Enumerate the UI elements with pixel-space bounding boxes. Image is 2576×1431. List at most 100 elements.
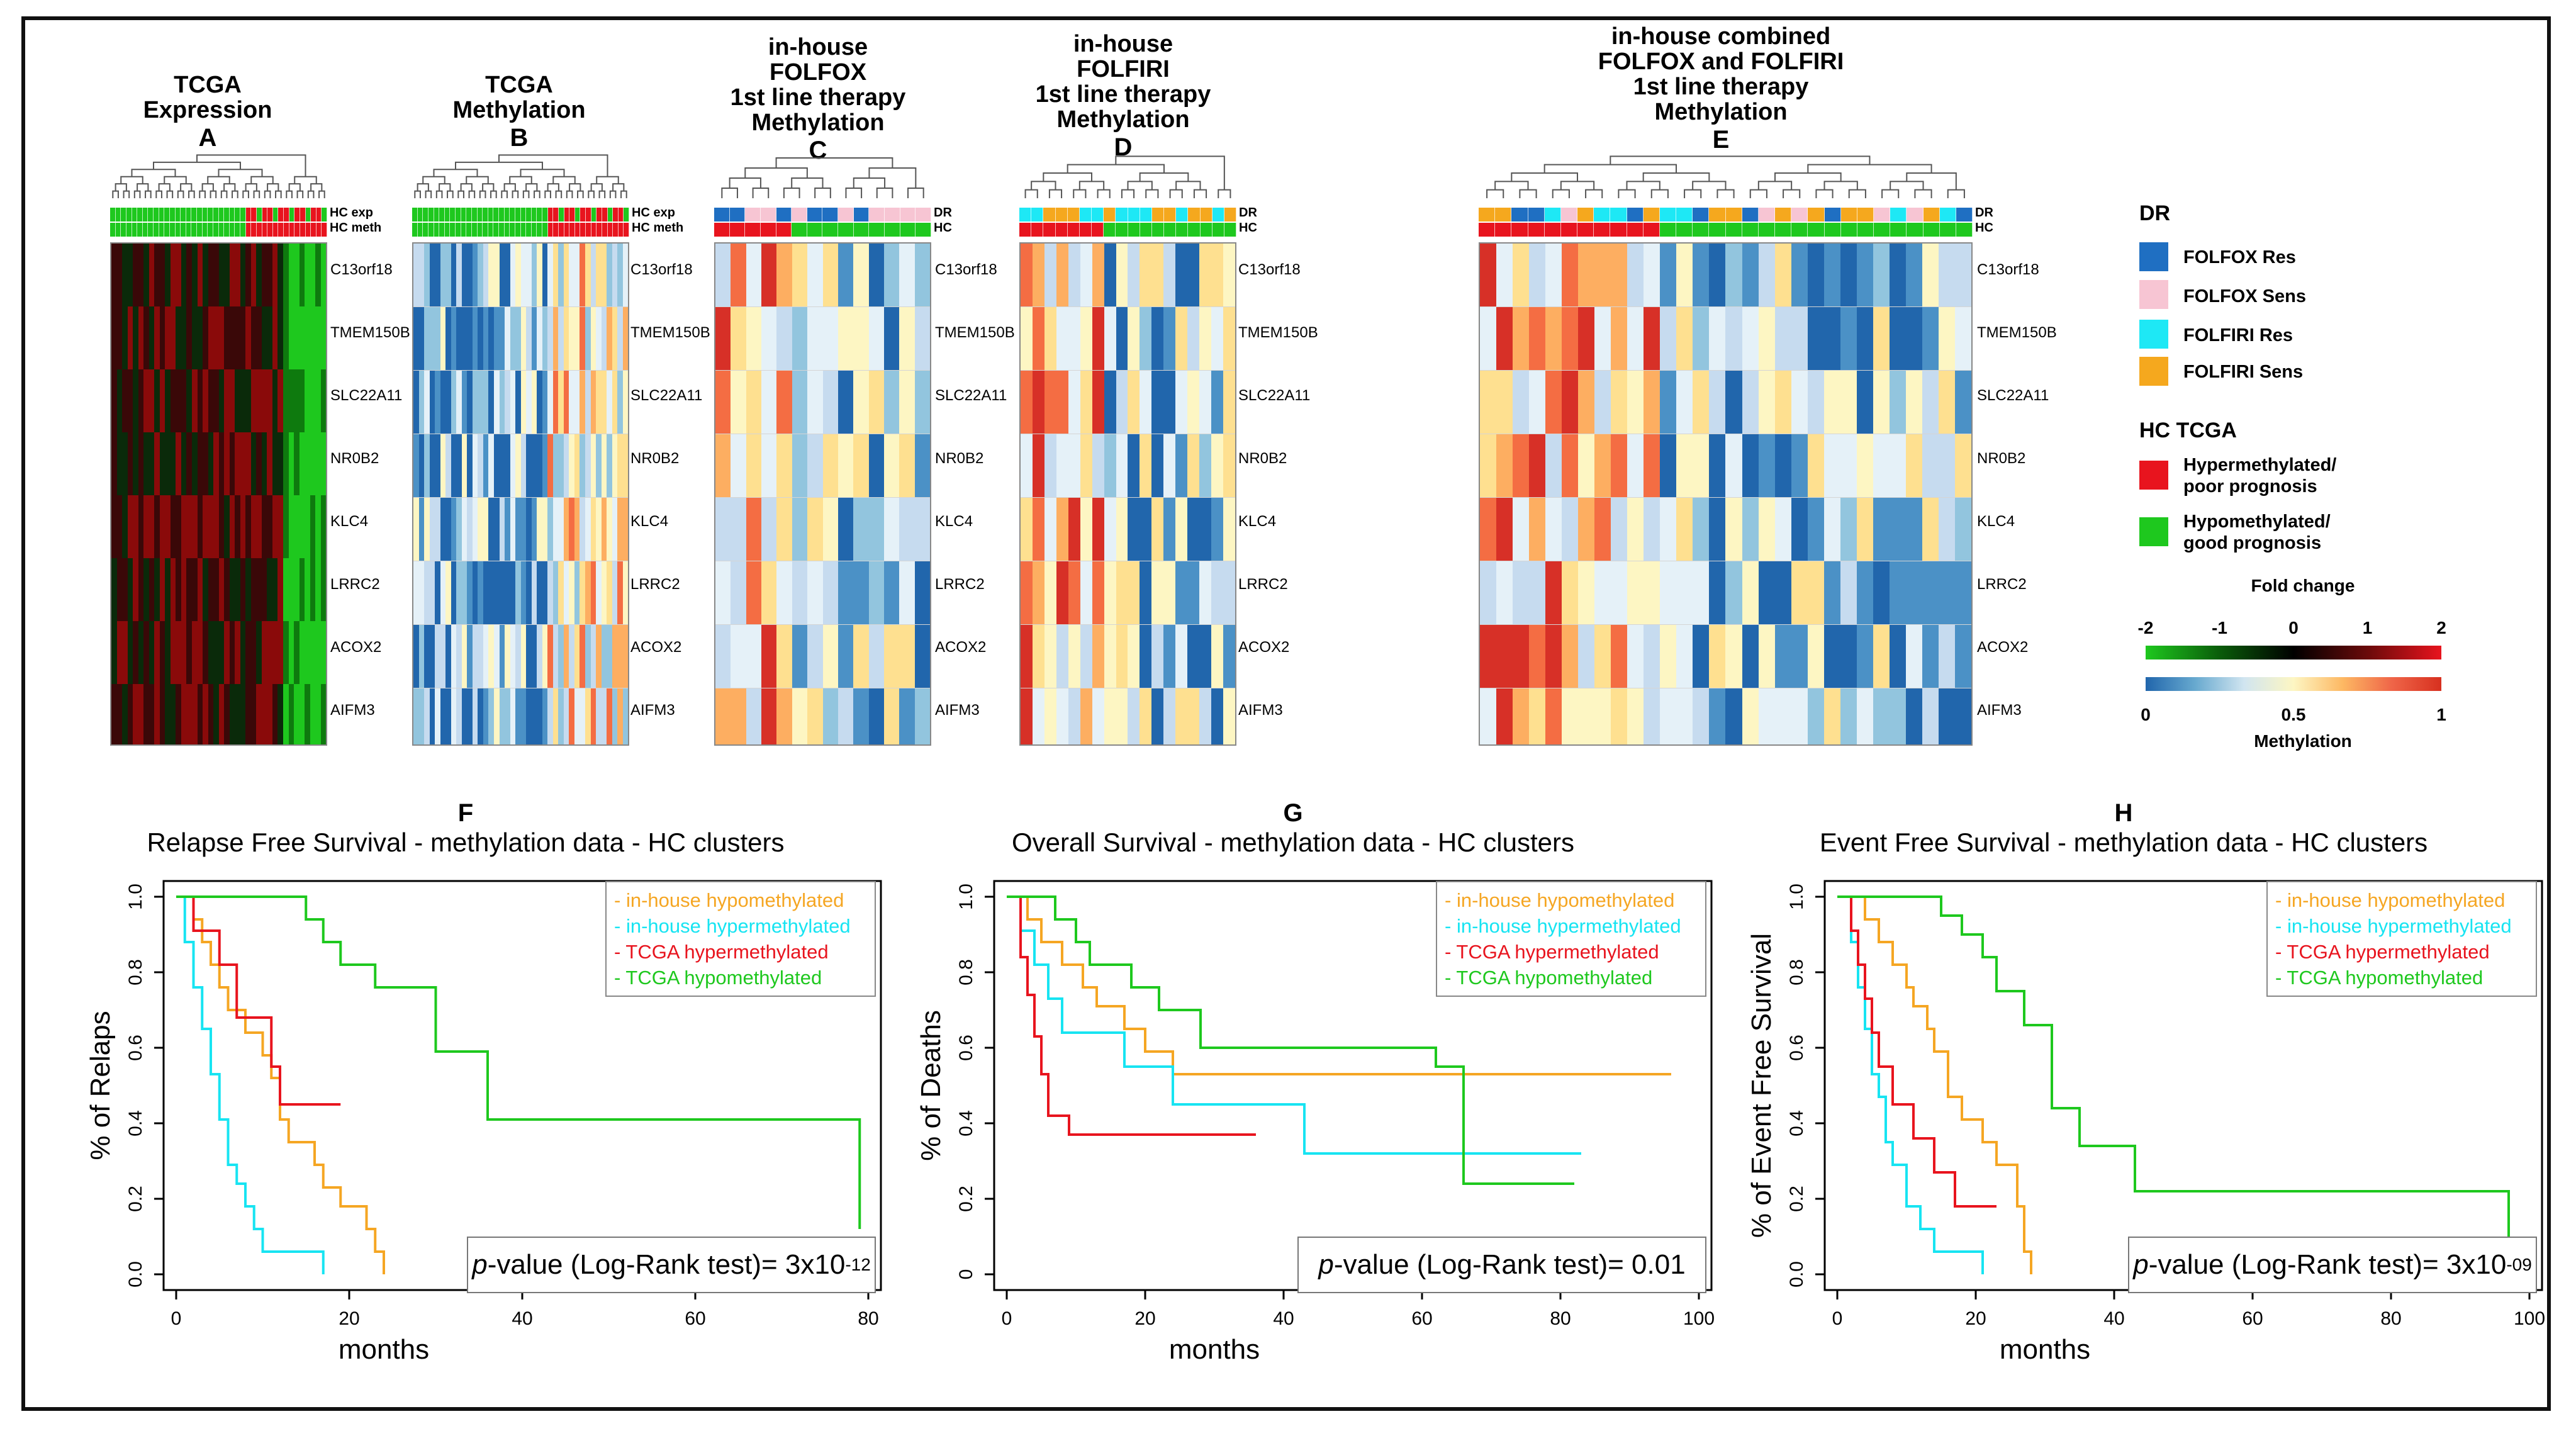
heatmap-cell [138, 621, 144, 684]
heatmap-cell [1116, 498, 1128, 561]
heatmap-cell [1823, 561, 1840, 624]
annotation-cell [322, 223, 327, 237]
heatmap-cell [116, 306, 123, 369]
heatmap-cell [310, 558, 316, 621]
heatmap-cell [731, 561, 746, 624]
methylation-colorbar [2146, 677, 2441, 691]
km-legend: - in-house hypomethylated - in-house hype… [2266, 881, 2537, 997]
fc-ticks-label: 2 [2436, 618, 2446, 637]
km-x-axis-label: months [1999, 1334, 2091, 1365]
km-series-line-2 [1837, 895, 1996, 1208]
annotation-cell [586, 208, 591, 222]
heatmap-title-line: FOLFOX [769, 59, 867, 86]
heatmap-cell [1056, 561, 1068, 624]
heatmap-cell [537, 307, 542, 370]
heatmap-cell [1644, 625, 1660, 688]
heatmap-cell [429, 498, 435, 561]
heatmap-cell [746, 625, 762, 688]
annotation-cell [444, 208, 451, 222]
heatmap-cell [483, 434, 489, 497]
annotation-cell [245, 208, 252, 222]
annotation-cell [760, 223, 776, 237]
heatmap-cell [776, 307, 792, 370]
heatmap-cell [440, 498, 446, 561]
heatmap-row [1480, 688, 1971, 744]
heatmap-cell [170, 495, 176, 558]
heatmap-cell [520, 371, 527, 434]
heatmap-cell [585, 244, 591, 306]
heatmap-title-e: in-house combined FOLFOX and FOLFIRI 1st l… [1564, 24, 1878, 152]
dendrogram-branches [721, 157, 924, 198]
heatmap-cell [1562, 625, 1579, 688]
annotation-cell [417, 208, 423, 222]
heatmap-cell [558, 371, 564, 434]
annotation-cell [159, 223, 165, 237]
annotation-cell [596, 208, 602, 222]
heatmap-cell [622, 498, 628, 561]
gene-label: NR0B2 [935, 450, 984, 467]
heatmap-cell [203, 306, 208, 369]
heatmap-cell [542, 688, 548, 744]
heatmap-cell [451, 307, 457, 370]
heatmap-cell [580, 244, 585, 306]
heatmap-cell [590, 688, 596, 744]
heatmap-cell [792, 688, 808, 744]
heatmap-cell [165, 432, 171, 495]
annotation-cell [300, 208, 306, 222]
annotation-cell [1528, 223, 1545, 237]
heatmap-cell [1480, 307, 1497, 370]
heatmap-cell [776, 371, 792, 434]
annotation-cell [439, 223, 445, 237]
gene-label: TMEM150B [1977, 324, 2057, 341]
heatmap-cell [1742, 688, 1759, 744]
heatmap-cell [1676, 498, 1693, 561]
annotation-cell [838, 208, 854, 222]
annotation-cell [510, 223, 515, 237]
annotation-cell [520, 208, 527, 222]
heatmap-cell [1080, 244, 1092, 306]
heatmap-cell [590, 307, 596, 370]
heatmap-cell [213, 432, 219, 495]
annotation-cell [1212, 223, 1224, 237]
heatmap-cell [197, 244, 203, 306]
heatmap-cell [283, 306, 289, 369]
x-tick-label: 80 [1550, 1308, 1571, 1329]
heatmap-cell [143, 684, 149, 744]
heatmap-cell [526, 625, 532, 688]
heatmap-cell [807, 625, 823, 688]
annotation-cell [1495, 223, 1512, 237]
heatmap-cell [159, 369, 165, 432]
heatmap-cell [127, 244, 133, 306]
heatmap-cell [569, 307, 574, 370]
heatmap-cell [1823, 371, 1840, 434]
heatmap-cell [429, 434, 435, 497]
heatmap-cell [111, 432, 117, 495]
heatmap-cell [315, 306, 321, 369]
x-tick-label: 20 [339, 1308, 359, 1329]
heatmap-cell [456, 434, 462, 497]
heatmap-cell [1889, 434, 1906, 497]
km-y-axis-label: % of Relaps [85, 1011, 116, 1160]
heatmap-cell [1056, 307, 1068, 370]
annotation-cell [580, 208, 586, 222]
heatmap-cell [1660, 434, 1677, 497]
heatmap-cell [531, 371, 537, 434]
annotation-cell [1479, 208, 1496, 222]
heatmap-cell [218, 684, 225, 744]
heatmap-cell [186, 432, 192, 495]
annotation-bar-bottom [412, 223, 629, 237]
annotation-cell [1151, 223, 1165, 237]
heatmap-cell [1223, 561, 1235, 624]
heatmap-cell [127, 369, 133, 432]
heatmap-cell [208, 244, 214, 306]
km-title-text: Relapse Free Survival - methylation data… [147, 828, 785, 857]
km-legend-entry: - TCGA hypermethylated [614, 939, 867, 965]
annotation-cell [251, 208, 257, 222]
km-series-line-2 [176, 895, 341, 1106]
annotation-cell [477, 223, 483, 237]
heatmap-cell [1163, 307, 1176, 370]
annotation-cell [1857, 208, 1874, 222]
heatmap-cell [250, 495, 257, 558]
annotation-cell [613, 208, 619, 222]
heatmap-title-line: TCGA [485, 72, 553, 98]
